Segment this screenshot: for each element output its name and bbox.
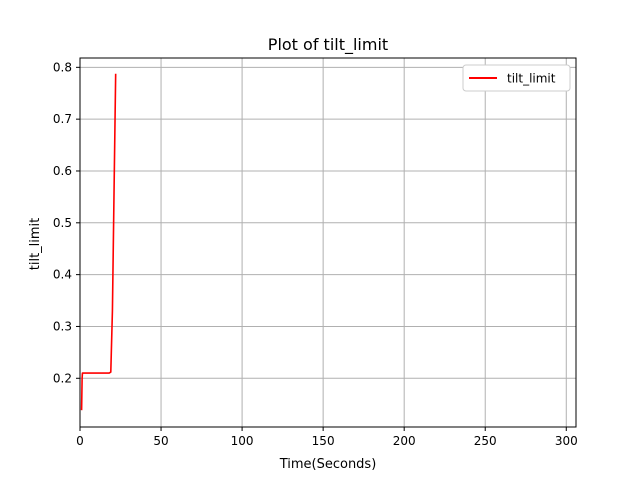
plot-area <box>80 73 117 411</box>
axes-frame <box>79 57 577 428</box>
y-tick-label: 0.3 <box>53 319 72 333</box>
x-tick-label: 200 <box>393 434 416 448</box>
series-line-tilt_limit <box>80 73 117 411</box>
y-tick-label: 0.4 <box>53 268 72 282</box>
y-tick-label: 0.7 <box>53 112 72 126</box>
axes <box>79 57 577 428</box>
chart-title: Plot of tilt_limit <box>268 35 388 55</box>
legend-label: tilt_limit <box>507 72 556 86</box>
legend-box <box>462 64 571 92</box>
y-tick-label: 0.8 <box>53 60 72 74</box>
x-axis-label: Time(Seconds) <box>279 457 377 472</box>
x-tick-label: 50 <box>153 434 168 448</box>
y-tick-label: 0.2 <box>53 371 72 385</box>
y-axis-label: tilt_limit <box>28 218 43 271</box>
legend: tilt_limit <box>462 64 571 92</box>
x-tick-label: 100 <box>231 434 254 448</box>
x-tick-label: 300 <box>555 434 578 448</box>
y-tick-label: 0.5 <box>53 216 72 230</box>
x-tick-label: 0 <box>76 434 84 448</box>
x-tick-label: 150 <box>312 434 335 448</box>
ticks: 0 50 100 150 200 250 300 0.2 0.3 0.4 0.5 0.6 0.7 0.8 <box>53 60 578 448</box>
x-tick-label: 250 <box>474 434 497 448</box>
grid <box>79 58 576 427</box>
y-tick-label: 0.6 <box>53 164 72 178</box>
